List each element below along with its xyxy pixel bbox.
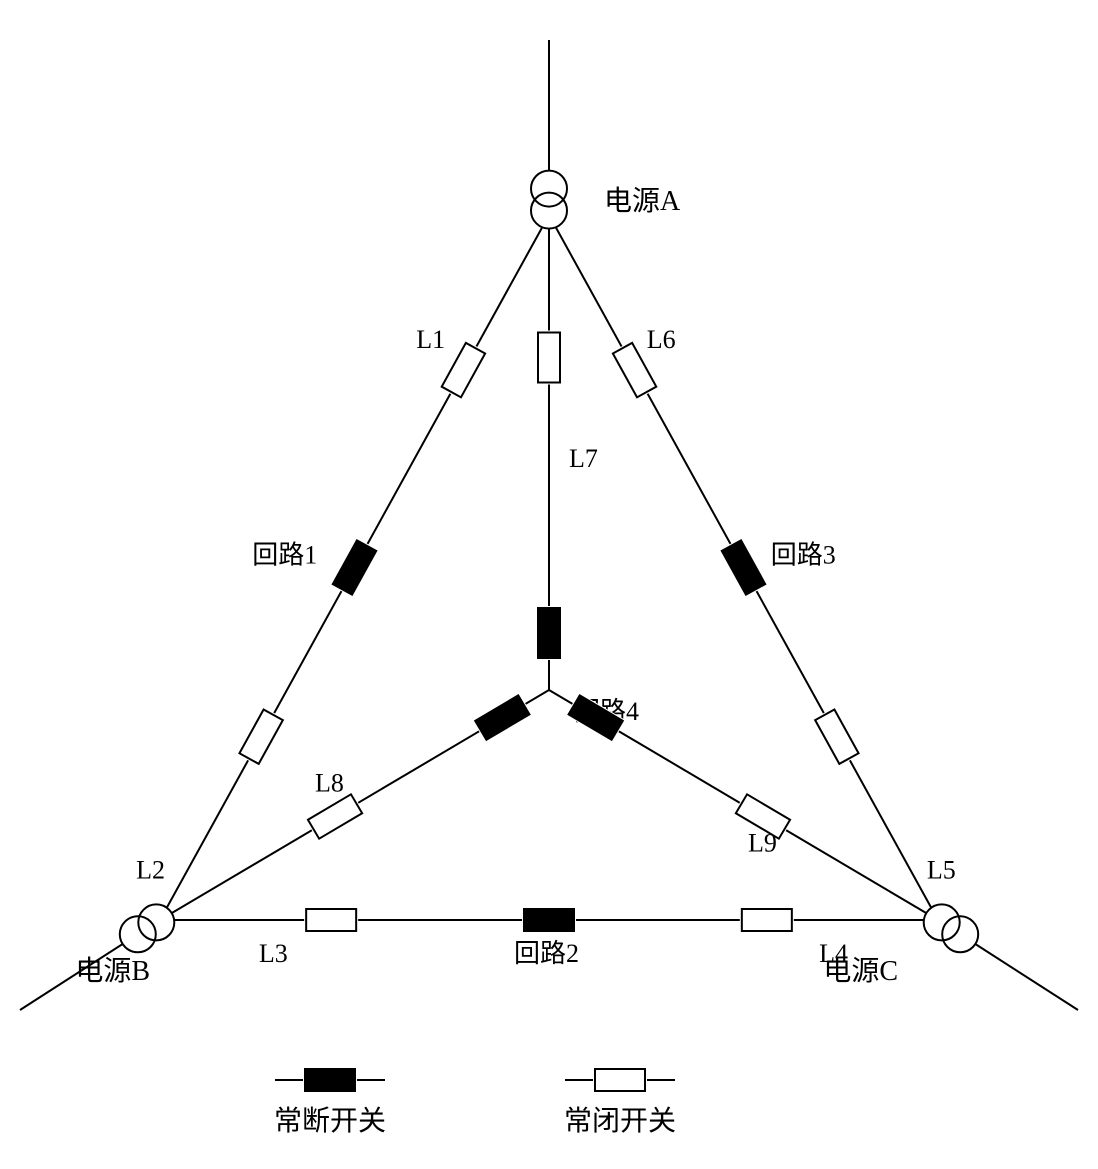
open-switch-L3 xyxy=(522,907,576,933)
circuit-diagram: 电源A电源B电源CL1回路1L2L3回路2L4L6回路3L5L7回路4L8L9常… xyxy=(0,0,1098,1169)
closed-switch-L1-b xyxy=(237,707,286,767)
open-switch-L7 xyxy=(536,606,562,660)
segment-label-L5: L5 xyxy=(927,856,956,885)
segment-label-L9: L9 xyxy=(748,829,777,858)
loop-label-L1: 回路1 xyxy=(252,540,317,569)
closed-switch-L8 xyxy=(305,792,365,842)
segment-label-L6: L6 xyxy=(647,325,676,354)
open-switch-L6 xyxy=(719,538,768,598)
segment-label-L2: L2 xyxy=(136,856,165,885)
source-label-B: 电源B xyxy=(75,955,150,987)
loop-label-L6: 回路3 xyxy=(771,540,836,569)
closed-switch-L7 xyxy=(536,331,562,385)
open-switch-L1 xyxy=(330,538,379,598)
closed-switch-L1 xyxy=(439,340,488,400)
closed-switch-L6-b xyxy=(812,707,861,767)
segment-label-L8: L8 xyxy=(315,769,344,798)
segment-label-L3: L3 xyxy=(259,939,288,968)
source-label-A: 电源A xyxy=(604,185,681,217)
legend-label-closed: 常闭开关 xyxy=(564,1105,676,1137)
legend-switch-open xyxy=(303,1067,357,1093)
loop-label-L3: 回路2 xyxy=(514,939,579,968)
open-switch-L8 xyxy=(472,693,532,743)
closed-switch-L3-b xyxy=(740,907,794,933)
legend-switch-closed xyxy=(593,1067,647,1093)
legend-label-open: 常断开关 xyxy=(274,1105,386,1137)
closed-switch-L3 xyxy=(304,907,358,933)
segment-label-L7: L7 xyxy=(569,444,598,473)
segment-label-L1: L1 xyxy=(416,325,445,354)
segment-label-L4: L4 xyxy=(819,939,848,968)
